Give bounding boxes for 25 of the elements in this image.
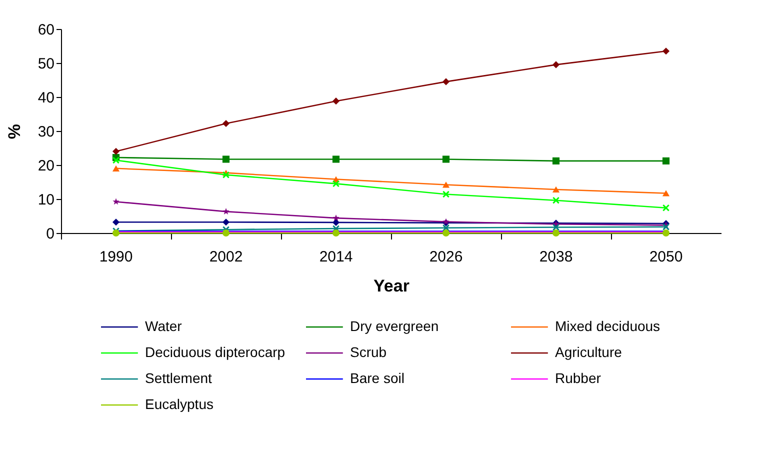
legend-label: Water	[145, 318, 182, 334]
legend-label: Deciduous dipterocarp	[145, 344, 286, 360]
legend-label: Scrub	[350, 344, 387, 360]
x-tick-label: 2026	[429, 248, 463, 266]
legend-label: Bare soil	[350, 370, 404, 386]
legend-label: Settlement	[145, 370, 212, 386]
y-tick-label: 0	[46, 226, 54, 242]
legend-label: Dry evergreen	[350, 318, 439, 334]
y-axis-title: %	[4, 124, 24, 140]
x-tick-label: 1990	[99, 248, 133, 266]
x-tick-label: 2038	[539, 248, 573, 266]
y-tick-label: 50	[38, 56, 54, 72]
y-tick-label: 20	[38, 158, 54, 174]
legend-label: Mixed deciduous	[555, 318, 660, 334]
y-tick-label: 30	[38, 124, 54, 140]
x-tick-label: 2050	[649, 248, 683, 266]
x-tick-label: 2014	[319, 248, 353, 266]
y-tick-label: 40	[38, 90, 54, 106]
legend-label: Agriculture	[555, 344, 622, 360]
y-tick-label: 10	[38, 192, 54, 208]
x-tick-label: 2002	[209, 248, 243, 266]
x-axis-title: Year	[374, 276, 410, 296]
y-tick-label: 60	[38, 22, 54, 38]
legend-label: Eucalyptus	[145, 396, 214, 412]
legend-label: Rubber	[555, 370, 602, 386]
